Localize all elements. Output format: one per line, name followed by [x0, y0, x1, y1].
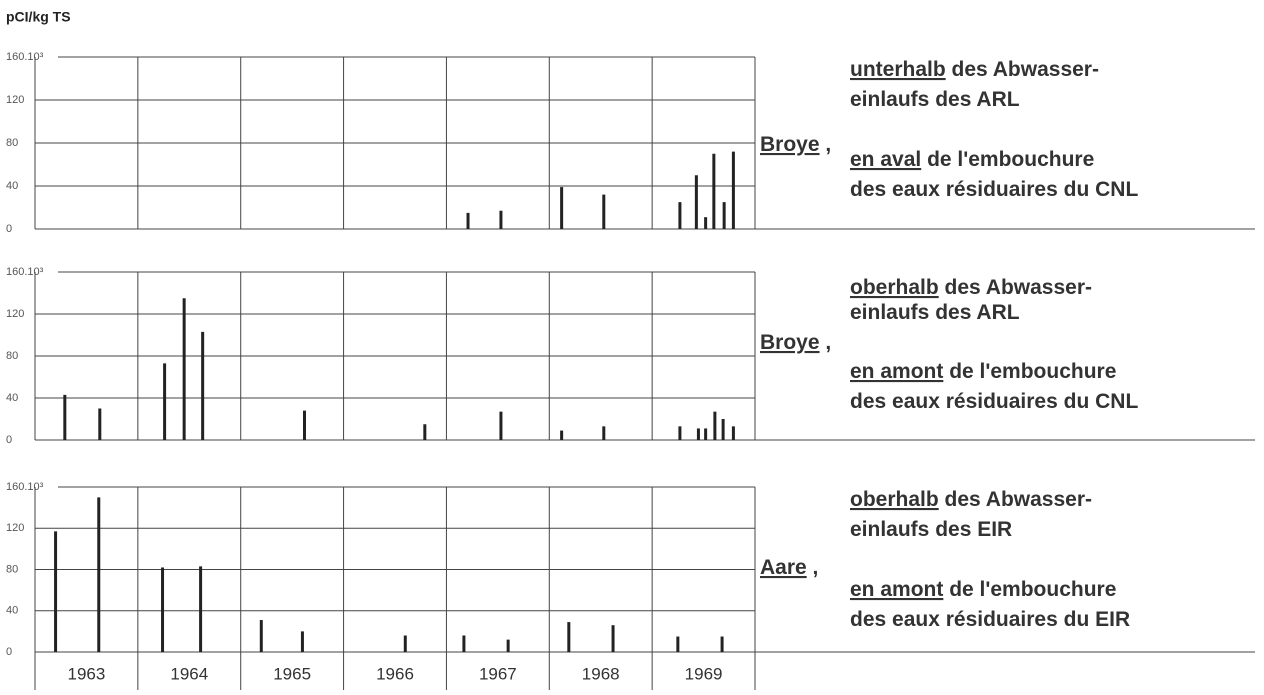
x-tick-label: 1966: [376, 664, 414, 683]
note-line-text: de l'embouchure: [949, 360, 1116, 383]
note-line-text: de l'embouchure: [927, 148, 1094, 171]
x-tick-label: 1967: [479, 664, 517, 683]
y-tick-label: 40: [6, 605, 18, 617]
note-line: des eaux résiduaires du CNL: [850, 390, 1138, 413]
y-tick-label: 80: [6, 137, 18, 149]
note-line: des eaux résiduaires du CNL: [850, 178, 1138, 201]
river-label-underlined: Broye: [760, 133, 820, 156]
river-label-underlined: Broye: [760, 331, 820, 354]
river-label: Broye ,: [760, 331, 831, 354]
note-line-text: des eaux résiduaires du EIR: [850, 608, 1130, 631]
note-line-underlined: en amont: [850, 578, 943, 601]
x-tick-label: 1964: [170, 664, 208, 683]
note-line-text: de l'embouchure: [949, 578, 1116, 601]
note-line: en amont de l'embouchure: [850, 360, 1116, 383]
river-label-underlined: Aare: [760, 556, 807, 579]
x-tick-label: 1963: [68, 664, 106, 683]
y-tick-label: 120: [6, 308, 24, 320]
x-tick-label: 1968: [582, 664, 620, 683]
y-tick-label: 160.10³: [6, 481, 44, 493]
y-tick-label: 0: [6, 434, 12, 446]
note-line: en amont de l'embouchure: [850, 578, 1116, 601]
river-label-text: ,: [825, 331, 831, 354]
note-line: oberhalb des Abwasser-: [850, 276, 1092, 299]
river-label: Aare ,: [760, 556, 818, 579]
x-tick-label: 1969: [685, 664, 723, 683]
x-tick-label: 1965: [273, 664, 311, 683]
note-line: en aval de l'embouchure: [850, 148, 1094, 171]
note-line-text: einlaufs des ARL: [850, 88, 1020, 111]
note-line: des eaux résiduaires du EIR: [850, 608, 1130, 631]
y-tick-label: 0: [6, 223, 12, 235]
note-line-underlined: en aval: [850, 148, 921, 171]
y-tick-label: 80: [6, 563, 18, 575]
note-line: einlaufs des ARL: [850, 301, 1020, 324]
note-line-underlined: unterhalb: [850, 58, 946, 81]
note-line: oberhalb des Abwasser-: [850, 488, 1092, 511]
note-line: unterhalb des Abwasser-: [850, 58, 1099, 81]
note-line-underlined: oberhalb: [850, 488, 939, 511]
note-line-text: des eaux résiduaires du CNL: [850, 390, 1138, 413]
note-line: einlaufs des ARL: [850, 88, 1020, 111]
note-line-text: des Abwasser-: [945, 276, 1092, 299]
y-tick-label: 160.10³: [6, 51, 44, 63]
y-tick-label: 80: [6, 350, 18, 362]
note-line-underlined: oberhalb: [850, 276, 939, 299]
y-tick-label: 40: [6, 180, 18, 192]
note-line-text: des Abwasser-: [945, 488, 1092, 511]
y-tick-label: 120: [6, 94, 24, 106]
note-line-text: des eaux résiduaires du CNL: [850, 178, 1138, 201]
y-tick-label: 40: [6, 392, 18, 404]
note-line-text: einlaufs des ARL: [850, 301, 1020, 324]
y-tick-label: 120: [6, 522, 24, 534]
river-label-text: ,: [813, 556, 819, 579]
note-line: einlaufs des EIR: [850, 518, 1012, 541]
y-tick-label: 160.10³: [6, 266, 44, 278]
note-line-text: des Abwasser-: [952, 58, 1099, 81]
note-line-underlined: en amont: [850, 360, 943, 383]
y-axis-label: pCI/kg TS: [6, 9, 71, 25]
river-label-text: ,: [825, 133, 831, 156]
river-label: Broye ,: [760, 133, 831, 156]
y-tick-label: 0: [6, 646, 12, 658]
note-line-text: einlaufs des EIR: [850, 518, 1012, 541]
